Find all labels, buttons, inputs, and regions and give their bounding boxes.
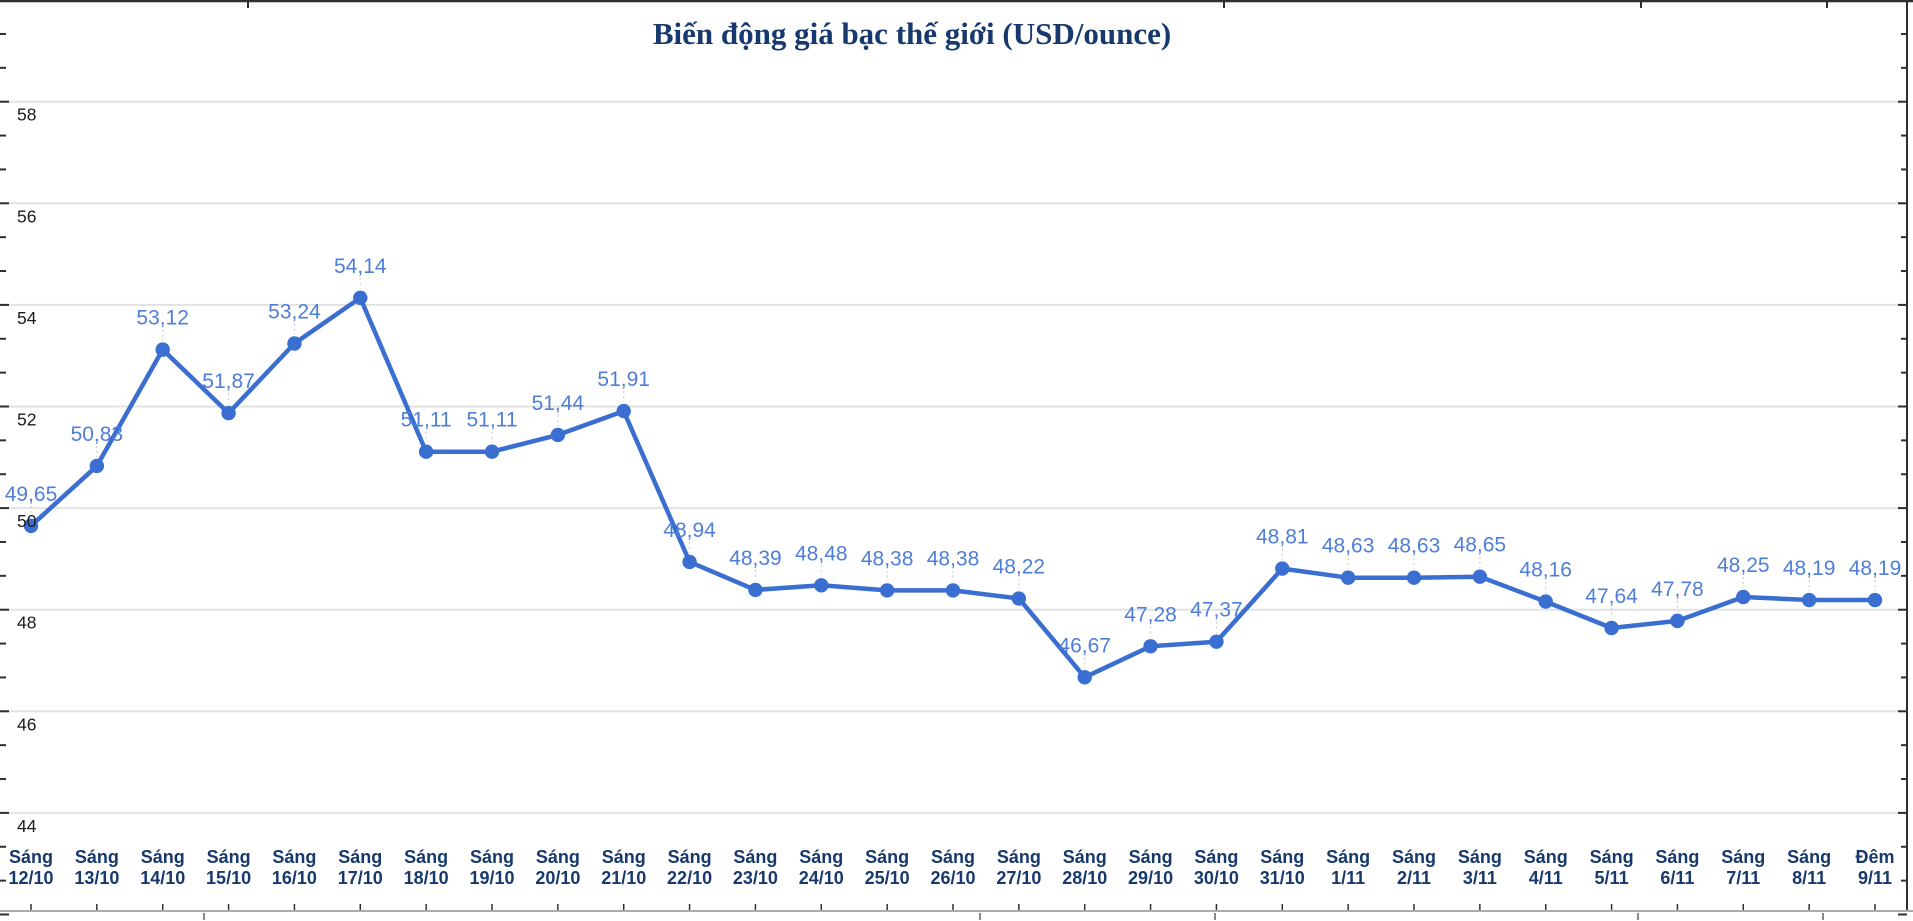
y-axis-label: 52 (17, 410, 36, 430)
y-axis-label: 48 (17, 613, 36, 633)
data-point[interactable] (23, 518, 39, 534)
y-axis-label: 54 (17, 308, 37, 328)
value-label: 48,19 (1849, 557, 1902, 580)
value-label: 48,38 (861, 547, 914, 570)
data-point[interactable] (1077, 670, 1092, 685)
value-label: 48,48 (795, 542, 848, 565)
value-label: 46,67 (1058, 634, 1111, 657)
price-series-line (28, 295, 1878, 680)
category-label: Sáng 19/10 (469, 847, 514, 888)
value-label: 48,38 (927, 547, 980, 570)
category-label: Sáng 1/11 (1326, 847, 1370, 888)
y-axis-label: 50 (17, 511, 37, 531)
category-label: Sáng 7/11 (1721, 847, 1765, 888)
y-axis-label: 46 (17, 714, 36, 734)
data-point[interactable] (353, 290, 368, 305)
category-label: Sáng 26/10 (930, 847, 975, 888)
data-point[interactable] (221, 405, 236, 421)
category-label: Sáng 16/10 (272, 847, 317, 888)
category-label: Sáng 29/10 (1128, 847, 1173, 888)
data-point[interactable] (1275, 561, 1290, 576)
value-label: 47,78 (1651, 578, 1704, 601)
data-point[interactable] (89, 458, 105, 474)
data-point[interactable] (1867, 592, 1883, 608)
value-label: 47,64 (1585, 585, 1638, 608)
data-point[interactable] (682, 554, 697, 570)
value-label: 47,37 (1190, 599, 1243, 622)
data-point[interactable] (1143, 639, 1158, 654)
value-label: 48,19 (1783, 557, 1836, 580)
value-label: 47,28 (1124, 603, 1177, 626)
data-point[interactable] (1801, 592, 1817, 608)
category-label: Sáng 25/10 (865, 847, 910, 888)
data-point[interactable] (1011, 591, 1027, 606)
category-label: Sáng 22/10 (667, 847, 712, 888)
category-label: Sáng 30/10 (1194, 847, 1239, 888)
value-label: 51,44 (532, 392, 585, 415)
value-label: 48,63 (1322, 535, 1375, 558)
category-label: Sáng 14/10 (140, 847, 185, 888)
value-label: 48,65 (1454, 534, 1507, 557)
data-point[interactable] (287, 336, 302, 351)
value-label: 54,14 (334, 255, 387, 278)
value-label: 51,87 (202, 370, 255, 393)
data-point[interactable] (1340, 570, 1356, 585)
value-label: 50,83 (71, 423, 124, 446)
data-point[interactable] (484, 444, 500, 459)
category-label: Đêm 9/11 (1855, 847, 1894, 888)
data-point[interactable] (616, 403, 631, 419)
category-label: Sáng 24/10 (799, 847, 844, 888)
data-point[interactable] (879, 583, 895, 598)
value-label: 51,91 (597, 368, 650, 391)
data-point[interactable] (155, 342, 170, 357)
value-label: 53,12 (136, 307, 189, 330)
category-label: Sáng 5/11 (1590, 847, 1634, 888)
data-point[interactable] (1209, 634, 1224, 649)
value-label: 48,25 (1717, 554, 1770, 577)
y-axis-label: 56 (17, 206, 36, 226)
value-label: 48,81 (1256, 526, 1309, 549)
value-label: 49,65 (5, 483, 58, 506)
category-label: Sáng 21/10 (601, 847, 646, 888)
data-point[interactable] (748, 582, 763, 598)
data-point[interactable] (1406, 570, 1422, 585)
data-point[interactable] (1736, 589, 1751, 605)
data-point[interactable] (550, 427, 566, 443)
value-label: 48,22 (993, 556, 1046, 579)
category-label: Sáng 18/10 (404, 847, 449, 888)
category-label: Sáng 27/10 (996, 847, 1041, 888)
category-label: Sáng 2/11 (1392, 847, 1436, 888)
value-label: 53,24 (268, 301, 321, 324)
y-axis-label: 44 (17, 816, 37, 836)
category-label: Sáng 12/10 (8, 847, 53, 888)
value-label: 48,63 (1388, 535, 1441, 558)
data-point[interactable] (814, 578, 829, 593)
data-point[interactable] (418, 444, 434, 459)
category-label: Sáng 8/11 (1787, 847, 1831, 888)
category-label: Sáng 17/10 (338, 847, 383, 888)
value-label: 48,39 (729, 547, 782, 570)
category-label: Sáng 4/11 (1524, 847, 1568, 888)
value-label: 51,11 (467, 409, 518, 432)
data-point[interactable] (1670, 613, 1685, 629)
data-point[interactable] (1538, 594, 1553, 609)
category-label: Sáng 15/10 (206, 847, 251, 888)
data-point[interactable] (945, 583, 961, 598)
data-point[interactable] (1472, 569, 1488, 584)
category-label: Sáng 31/10 (1260, 847, 1305, 888)
category-label: Sáng 13/10 (74, 847, 119, 888)
category-label: Sáng 20/10 (535, 847, 580, 888)
value-label: 48,94 (663, 519, 716, 542)
category-label: Sáng 3/11 (1458, 847, 1502, 888)
value-label: 51,11 (401, 409, 452, 432)
value-label: 48,16 (1519, 559, 1572, 582)
data-point[interactable] (1604, 620, 1619, 636)
y-axis-label: 58 (17, 105, 36, 125)
category-label: Sáng 6/11 (1655, 847, 1699, 888)
chart-title: Biến động giá bạc thế giới (USD/ounce) (652, 16, 1172, 51)
category-label: Sáng 28/10 (1062, 847, 1107, 888)
category-label: Sáng 23/10 (733, 847, 778, 888)
